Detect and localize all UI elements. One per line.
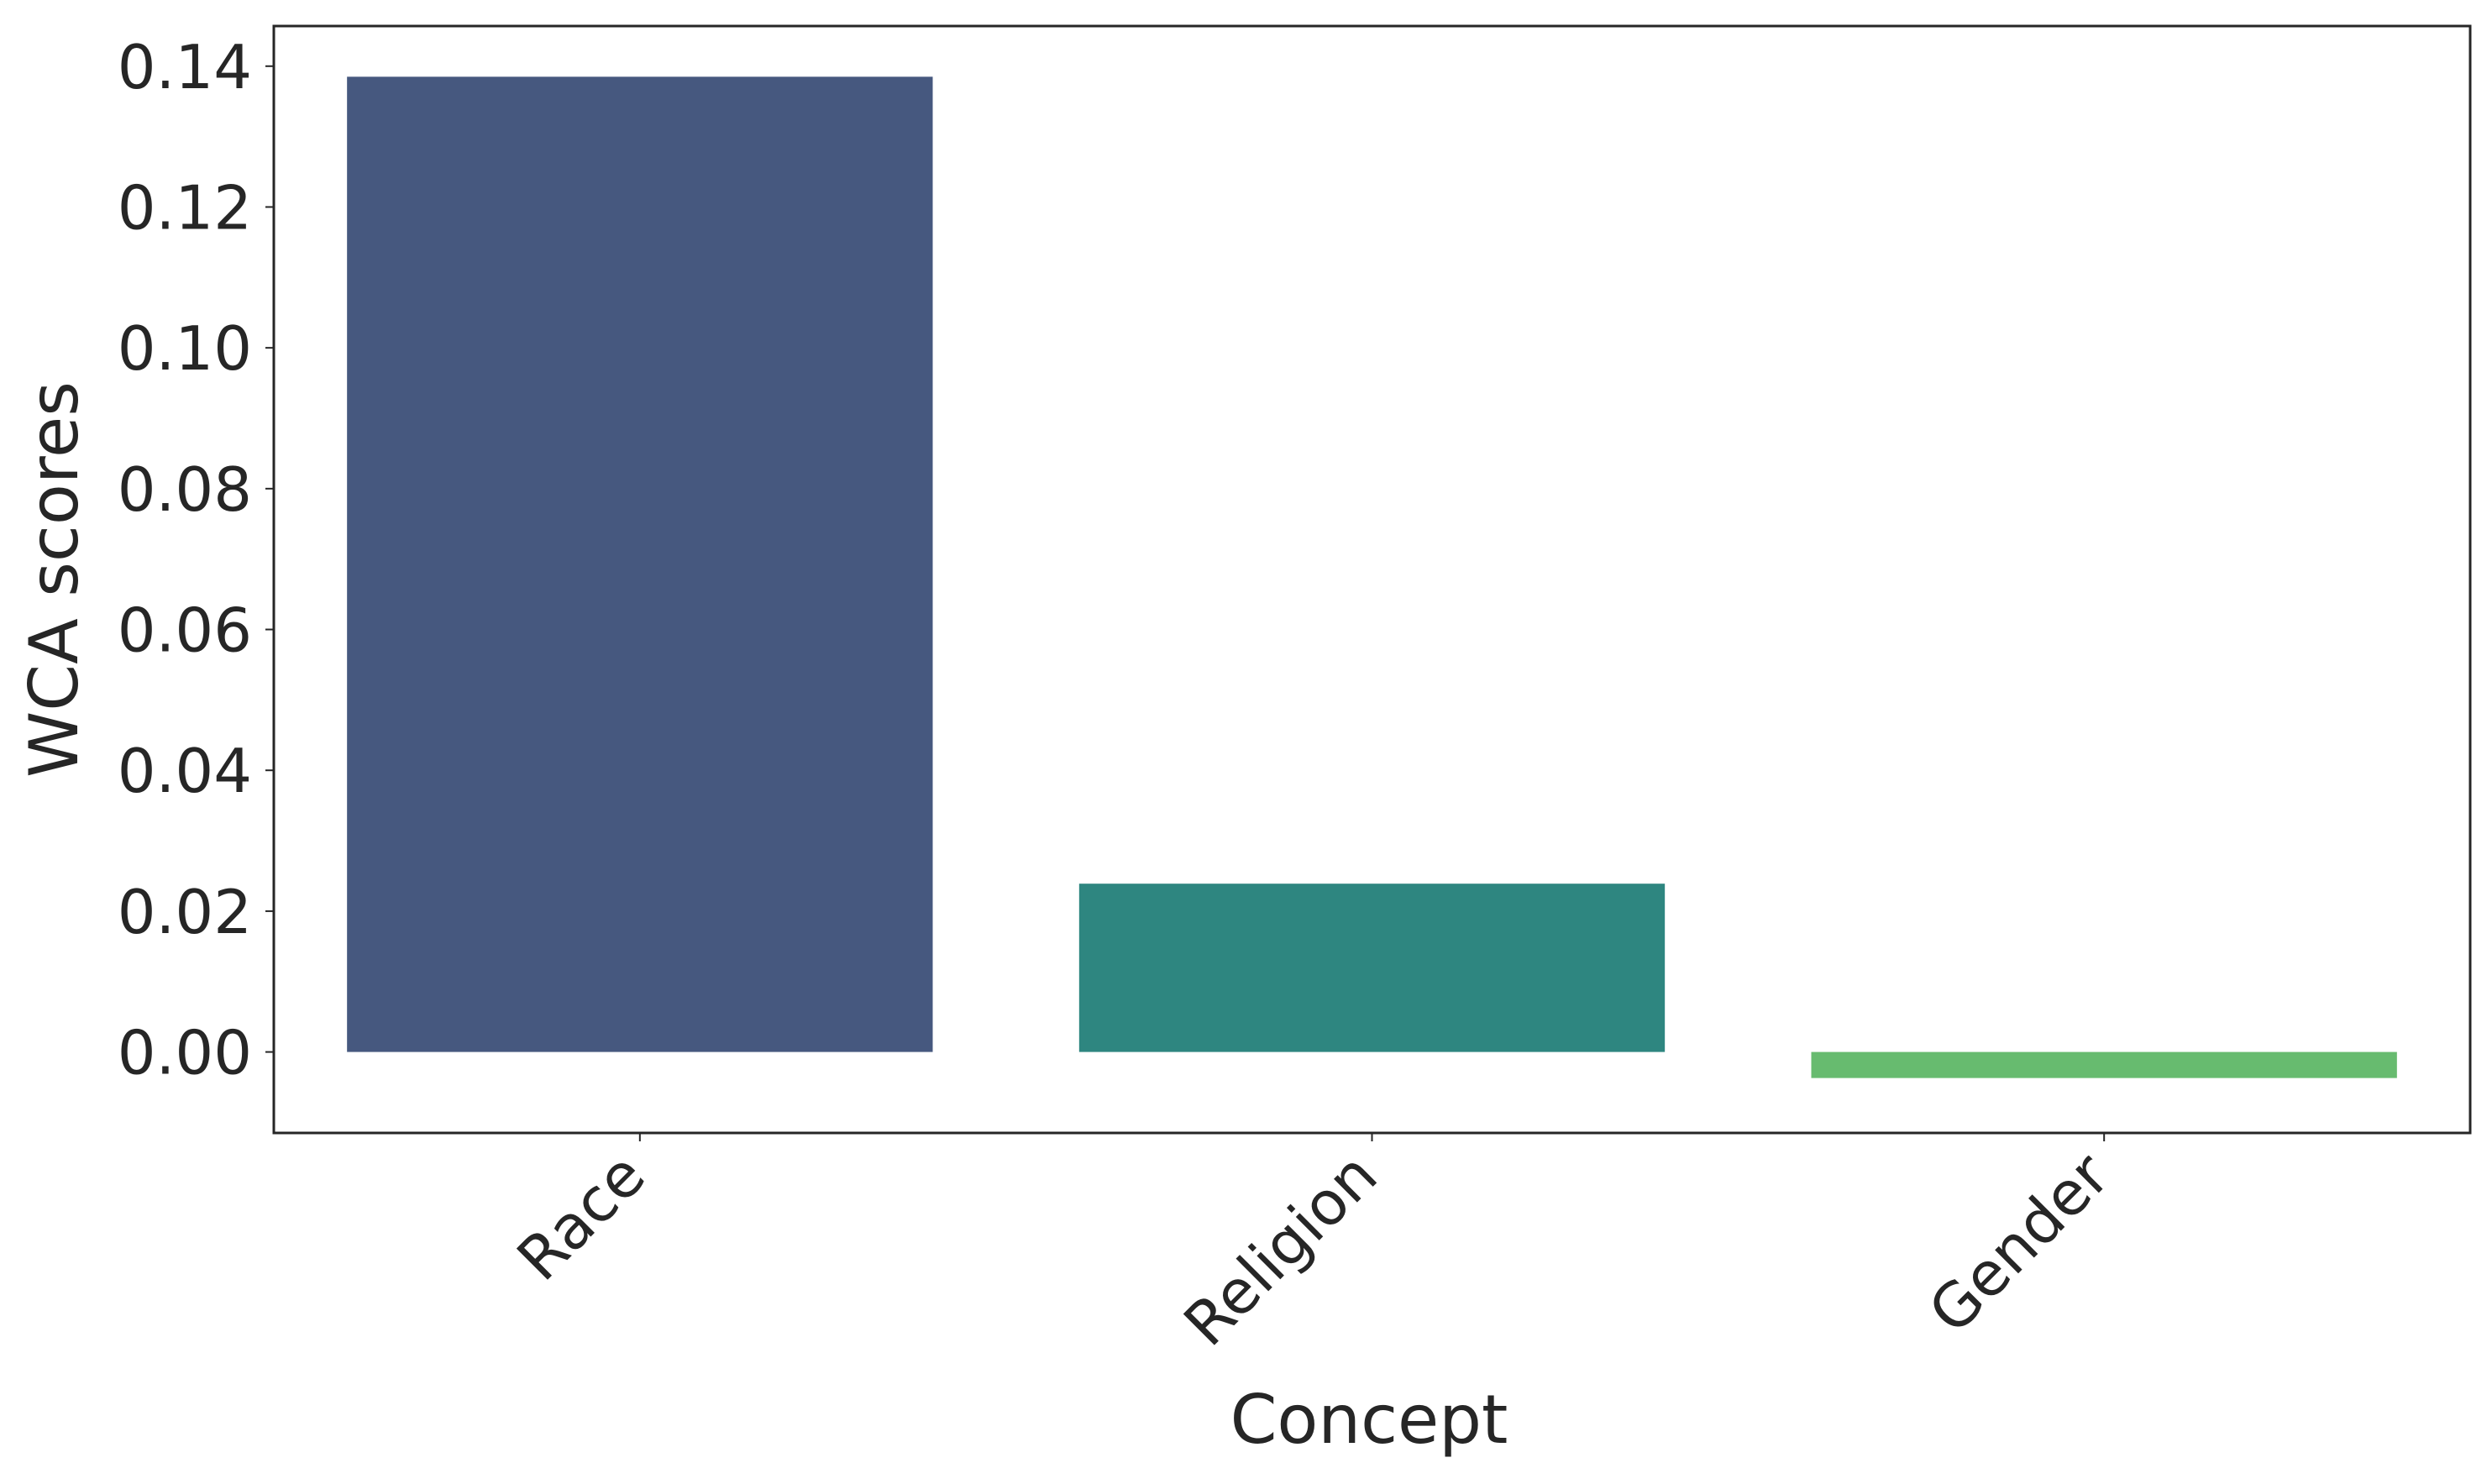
bar-religion xyxy=(1078,884,1666,1052)
y-tick-label: 0.02 xyxy=(118,877,252,947)
y-tick-label: 0.12 xyxy=(118,172,252,243)
x-axis-title: Concept xyxy=(1230,1381,1508,1459)
y-ticks-group: 0.00 0.02 0.04 0.06 0.08 0.10 0.12 0.14 xyxy=(118,32,274,1088)
y-tick-label: 0.04 xyxy=(118,736,252,806)
bar-race xyxy=(347,76,933,1052)
bar-gender xyxy=(1811,1051,2397,1078)
y-axis-title: WCA scores xyxy=(15,381,93,778)
y-tick-label: 0.08 xyxy=(118,454,252,525)
bars-group xyxy=(347,76,2397,1078)
y-tick-label: 0.14 xyxy=(118,32,252,102)
plot-frame xyxy=(272,24,2472,1135)
y-tick-label: 0.00 xyxy=(118,1018,252,1088)
y-tick-label: 0.06 xyxy=(118,595,252,666)
y-tick-label: 0.10 xyxy=(118,313,252,384)
